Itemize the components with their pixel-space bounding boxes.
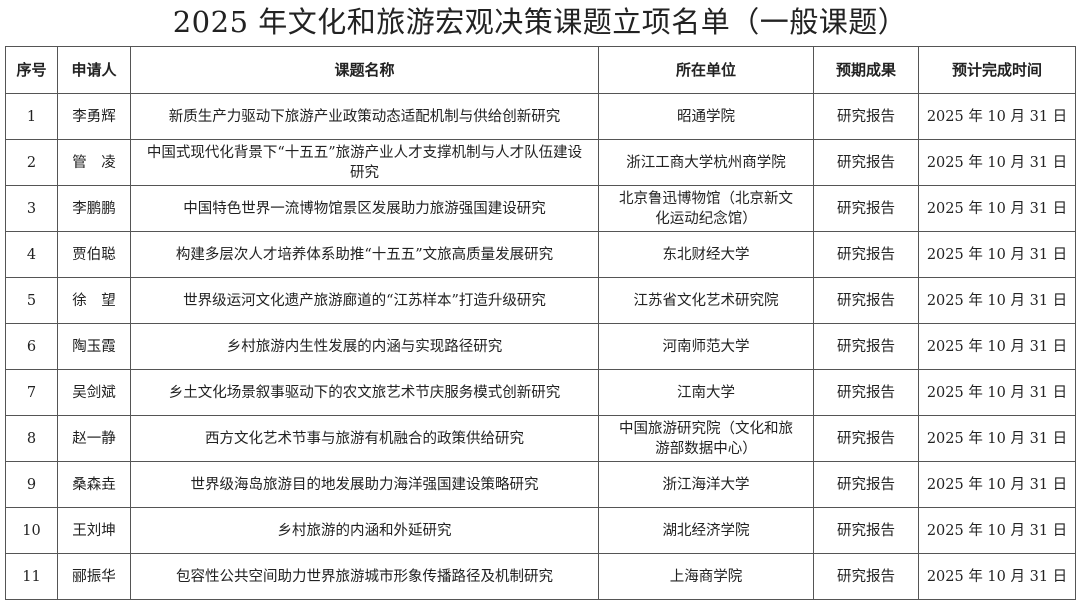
table-header-row: 序号 申请人 课题名称 所在单位 预期成果 预计完成时间	[5, 46, 1076, 94]
cell-unit: 浙江海洋大学	[598, 461, 814, 508]
table-row: 11 郦振华 包容性公共空间助力世界旅游城市形象传播路径及机制研究 上海商学院 研究报告…	[5, 553, 1076, 600]
cell-result: 研究报告	[813, 185, 919, 232]
header-date: 预计完成时间	[918, 46, 1076, 94]
cell-applicant: 李鹏鹏	[57, 185, 131, 232]
table-row: 6 陶玉霞 乡村旅游内生性发展的内涵与实现路径研究 河南师范大学 研究报告 2025 年 …	[5, 323, 1076, 370]
cell-no: 4	[5, 231, 58, 278]
table-row: 1 李勇辉 新质生产力驱动下旅游产业政策动态适配机制与供给创新研究 昭通学院 研究报告 2…	[5, 93, 1076, 140]
header-applicant: 申请人	[57, 46, 131, 94]
cell-applicant: 王刘坤	[57, 507, 131, 554]
cell-applicant: 李勇辉	[57, 93, 131, 140]
cell-no: 11	[5, 553, 58, 600]
cell-date: 2025 年 10 月 31 日	[918, 139, 1076, 186]
cell-result: 研究报告	[813, 277, 919, 324]
cell-applicant: 赵一静	[57, 415, 131, 462]
cell-topic: 包容性公共空间助力世界旅游城市形象传播路径及机制研究	[130, 553, 599, 600]
cell-applicant: 管 凌	[57, 139, 131, 186]
cell-unit: 浙江工商大学杭州商学院	[598, 139, 814, 186]
cell-no: 9	[5, 461, 58, 508]
table-row: 4 贾伯聪 构建多层次人才培养体系助推“十五五”文旅高质量发展研究 东北财经大学 研究报…	[5, 231, 1076, 278]
table-row: 8 赵一静 西方文化艺术节事与旅游有机融合的政策供给研究 中国旅游研究院（文化和旅游部…	[5, 415, 1076, 462]
table-row: 9 桑森垚 世界级海岛旅游目的地发展助力海洋强国建设策略研究 浙江海洋大学 研究报告 20…	[5, 461, 1076, 508]
cell-result: 研究报告	[813, 369, 919, 416]
cell-unit: 河南师范大学	[598, 323, 814, 370]
cell-applicant: 徐 望	[57, 277, 131, 324]
cell-no: 10	[5, 507, 58, 554]
cell-topic: 中国式现代化背景下“十五五”旅游产业人才支撑机制与人才队伍建设研究	[130, 139, 599, 186]
cell-date: 2025 年 10 月 31 日	[918, 415, 1076, 462]
cell-topic: 世界级海岛旅游目的地发展助力海洋强国建设策略研究	[130, 461, 599, 508]
header-no: 序号	[5, 46, 58, 94]
header-unit: 所在单位	[598, 46, 814, 94]
project-table: 序号 申请人 课题名称 所在单位 预期成果 预计完成时间 1 李勇辉 新质生产力驱动…	[5, 46, 1076, 600]
cell-no: 5	[5, 277, 58, 324]
table-row: 3 李鹏鹏 中国特色世界一流博物馆景区发展助力旅游强国建设研究 北京鲁迅博物馆（北京新…	[5, 185, 1076, 232]
cell-date: 2025 年 10 月 31 日	[918, 323, 1076, 370]
cell-result: 研究报告	[813, 507, 919, 554]
cell-applicant: 郦振华	[57, 553, 131, 600]
cell-unit: 上海商学院	[598, 553, 814, 600]
table-row: 7 吴剑斌 乡土文化场景叙事驱动下的农文旅艺术节庆服务模式创新研究 江南大学 研究报告 2…	[5, 369, 1076, 416]
cell-topic: 乡土文化场景叙事驱动下的农文旅艺术节庆服务模式创新研究	[130, 369, 599, 416]
cell-date: 2025 年 10 月 31 日	[918, 369, 1076, 416]
cell-unit: 昭通学院	[598, 93, 814, 140]
cell-date: 2025 年 10 月 31 日	[918, 553, 1076, 600]
cell-unit: 江苏省文化艺术研究院	[598, 277, 814, 324]
cell-result: 研究报告	[813, 553, 919, 600]
cell-date: 2025 年 10 月 31 日	[918, 507, 1076, 554]
cell-no: 2	[5, 139, 58, 186]
cell-result: 研究报告	[813, 461, 919, 508]
cell-topic: 中国特色世界一流博物馆景区发展助力旅游强国建设研究	[130, 185, 599, 232]
cell-topic: 构建多层次人才培养体系助推“十五五”文旅高质量发展研究	[130, 231, 599, 278]
cell-topic: 乡村旅游内生性发展的内涵与实现路径研究	[130, 323, 599, 370]
cell-no: 1	[5, 93, 58, 140]
header-topic: 课题名称	[130, 46, 599, 94]
page-title: 2025 年文化和旅游宏观决策课题立项名单（一般课题）	[172, 5, 908, 39]
cell-unit: 江南大学	[598, 369, 814, 416]
cell-date: 2025 年 10 月 31 日	[918, 277, 1076, 324]
cell-applicant: 陶玉霞	[57, 323, 131, 370]
cell-topic: 乡村旅游的内涵和外延研究	[130, 507, 599, 554]
table-row: 10 王刘坤 乡村旅游的内涵和外延研究 湖北经济学院 研究报告 2025 年 10 月 3…	[5, 507, 1076, 554]
cell-applicant: 吴剑斌	[57, 369, 131, 416]
cell-date: 2025 年 10 月 31 日	[918, 461, 1076, 508]
cell-result: 研究报告	[813, 93, 919, 140]
cell-no: 8	[5, 415, 58, 462]
cell-result: 研究报告	[813, 415, 919, 462]
cell-result: 研究报告	[813, 139, 919, 186]
cell-date: 2025 年 10 月 31 日	[918, 93, 1076, 140]
cell-topic: 新质生产力驱动下旅游产业政策动态适配机制与供给创新研究	[130, 93, 599, 140]
cell-topic: 西方文化艺术节事与旅游有机融合的政策供给研究	[130, 415, 599, 462]
cell-unit: 中国旅游研究院（文化和旅游部数据中心）	[598, 415, 814, 462]
cell-unit: 东北财经大学	[598, 231, 814, 278]
cell-applicant: 贾伯聪	[57, 231, 131, 278]
cell-unit: 湖北经济学院	[598, 507, 814, 554]
cell-result: 研究报告	[813, 323, 919, 370]
cell-topic: 世界级运河文化遗产旅游廊道的“江苏样本”打造升级研究	[130, 277, 599, 324]
cell-no: 6	[5, 323, 58, 370]
cell-no: 3	[5, 185, 58, 232]
cell-applicant: 桑森垚	[57, 461, 131, 508]
cell-unit: 北京鲁迅博物馆（北京新文化运动纪念馆）	[598, 185, 814, 232]
cell-date: 2025 年 10 月 31 日	[918, 185, 1076, 232]
cell-date: 2025 年 10 月 31 日	[918, 231, 1076, 278]
cell-result: 研究报告	[813, 231, 919, 278]
header-result: 预期成果	[813, 46, 919, 94]
cell-no: 7	[5, 369, 58, 416]
